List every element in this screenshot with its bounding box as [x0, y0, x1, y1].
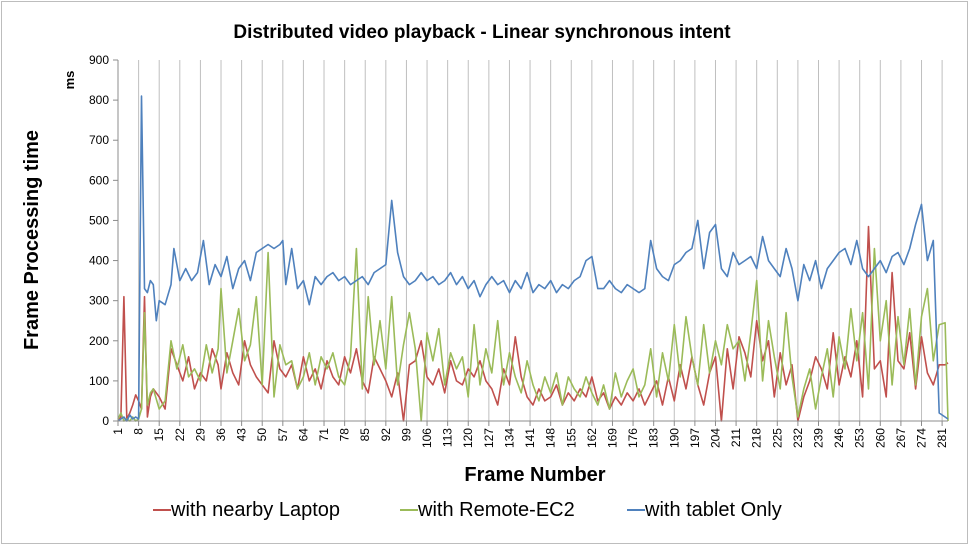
x-tick-label-99: 99 [399, 428, 413, 442]
x-tick-label-1: 1 [111, 428, 125, 435]
x-tick-label-134: 134 [502, 428, 516, 448]
x-tick-label-50: 50 [255, 428, 269, 442]
legend-label-3: with tablet Only [644, 499, 782, 521]
x-tick-label-204: 204 [708, 428, 722, 448]
y-tick-label-0: 0 [102, 414, 109, 428]
y-tick-label-500: 500 [89, 213, 109, 227]
x-tick-label-183: 183 [647, 428, 661, 448]
x-tick-label-57: 57 [276, 428, 290, 442]
axes: 0 100 200 300 400 500 600 700 800 900 1 8 15 22 29 36 43… [89, 53, 949, 448]
series-line-3 [117, 95, 949, 422]
x-tick-label-106: 106 [420, 428, 434, 448]
x-tick-label-113: 113 [441, 428, 455, 447]
x-tick-label-190: 190 [667, 428, 681, 448]
x-tick-label-211: 211 [729, 428, 743, 447]
x-tick-label-92: 92 [379, 428, 393, 442]
x-tick-label-162: 162 [585, 428, 599, 448]
x-tick-label-22: 22 [173, 428, 187, 442]
x-tick-label-169: 169 [605, 428, 619, 448]
y-axis-unit: ms [62, 71, 77, 90]
x-tick-label-127: 127 [482, 428, 496, 448]
y-tick-label-100: 100 [89, 374, 109, 388]
x-tick-label-218: 218 [750, 428, 764, 448]
y-tick-label-600: 600 [89, 173, 109, 187]
y-tick-label-900: 900 [89, 53, 109, 67]
x-tick-label-78: 78 [338, 428, 352, 442]
x-tick-label-176: 176 [626, 428, 640, 448]
chart-title: Distributed video playback - Linear sync… [233, 22, 731, 43]
x-tick-label-36: 36 [214, 428, 228, 442]
x-tick-label-85: 85 [358, 428, 372, 442]
x-tick-label-8: 8 [132, 428, 146, 435]
series-line-1 [117, 225, 949, 422]
x-tick-label-267: 267 [894, 428, 908, 448]
y-axis-title: Frame Processing time [21, 130, 43, 350]
y-tick-label-800: 800 [89, 93, 109, 107]
y-tick-label-300: 300 [89, 294, 109, 308]
series-lines [117, 95, 949, 422]
y-tick-label-700: 700 [89, 133, 109, 147]
x-tick-label-15: 15 [152, 428, 166, 442]
x-tick-label-246: 246 [832, 428, 846, 448]
legend-label-2: with Remote-EC2 [417, 499, 575, 521]
x-tick-label-71: 71 [317, 428, 331, 442]
legend-label-1: with nearby Laptop [170, 499, 340, 521]
x-tick-label-225: 225 [770, 428, 784, 448]
x-tick-label-155: 155 [564, 428, 578, 448]
x-axis-title: Frame Number [464, 464, 605, 486]
x-tick-label-148: 148 [544, 428, 558, 448]
series-line-2 [117, 247, 949, 422]
x-tick-label-64: 64 [296, 428, 310, 442]
x-tick-label-274: 274 [915, 428, 929, 448]
x-tick-label-29: 29 [193, 428, 207, 442]
y-tick-label-400: 400 [89, 254, 109, 268]
x-tick-label-239: 239 [811, 428, 825, 448]
x-tick-label-43: 43 [235, 428, 249, 442]
x-tick-label-141: 141 [523, 428, 537, 448]
legend: with nearby Laptop with Remote-EC2 with ta… [153, 499, 782, 521]
x-tick-label-232: 232 [791, 428, 805, 448]
x-tick-label-197: 197 [688, 428, 702, 448]
x-tick-label-260: 260 [873, 428, 887, 448]
x-tick-label-253: 253 [853, 428, 867, 448]
x-tick-label-120: 120 [461, 428, 475, 448]
x-tick-label-281: 281 [935, 428, 949, 448]
y-tick-label-200: 200 [89, 334, 109, 348]
